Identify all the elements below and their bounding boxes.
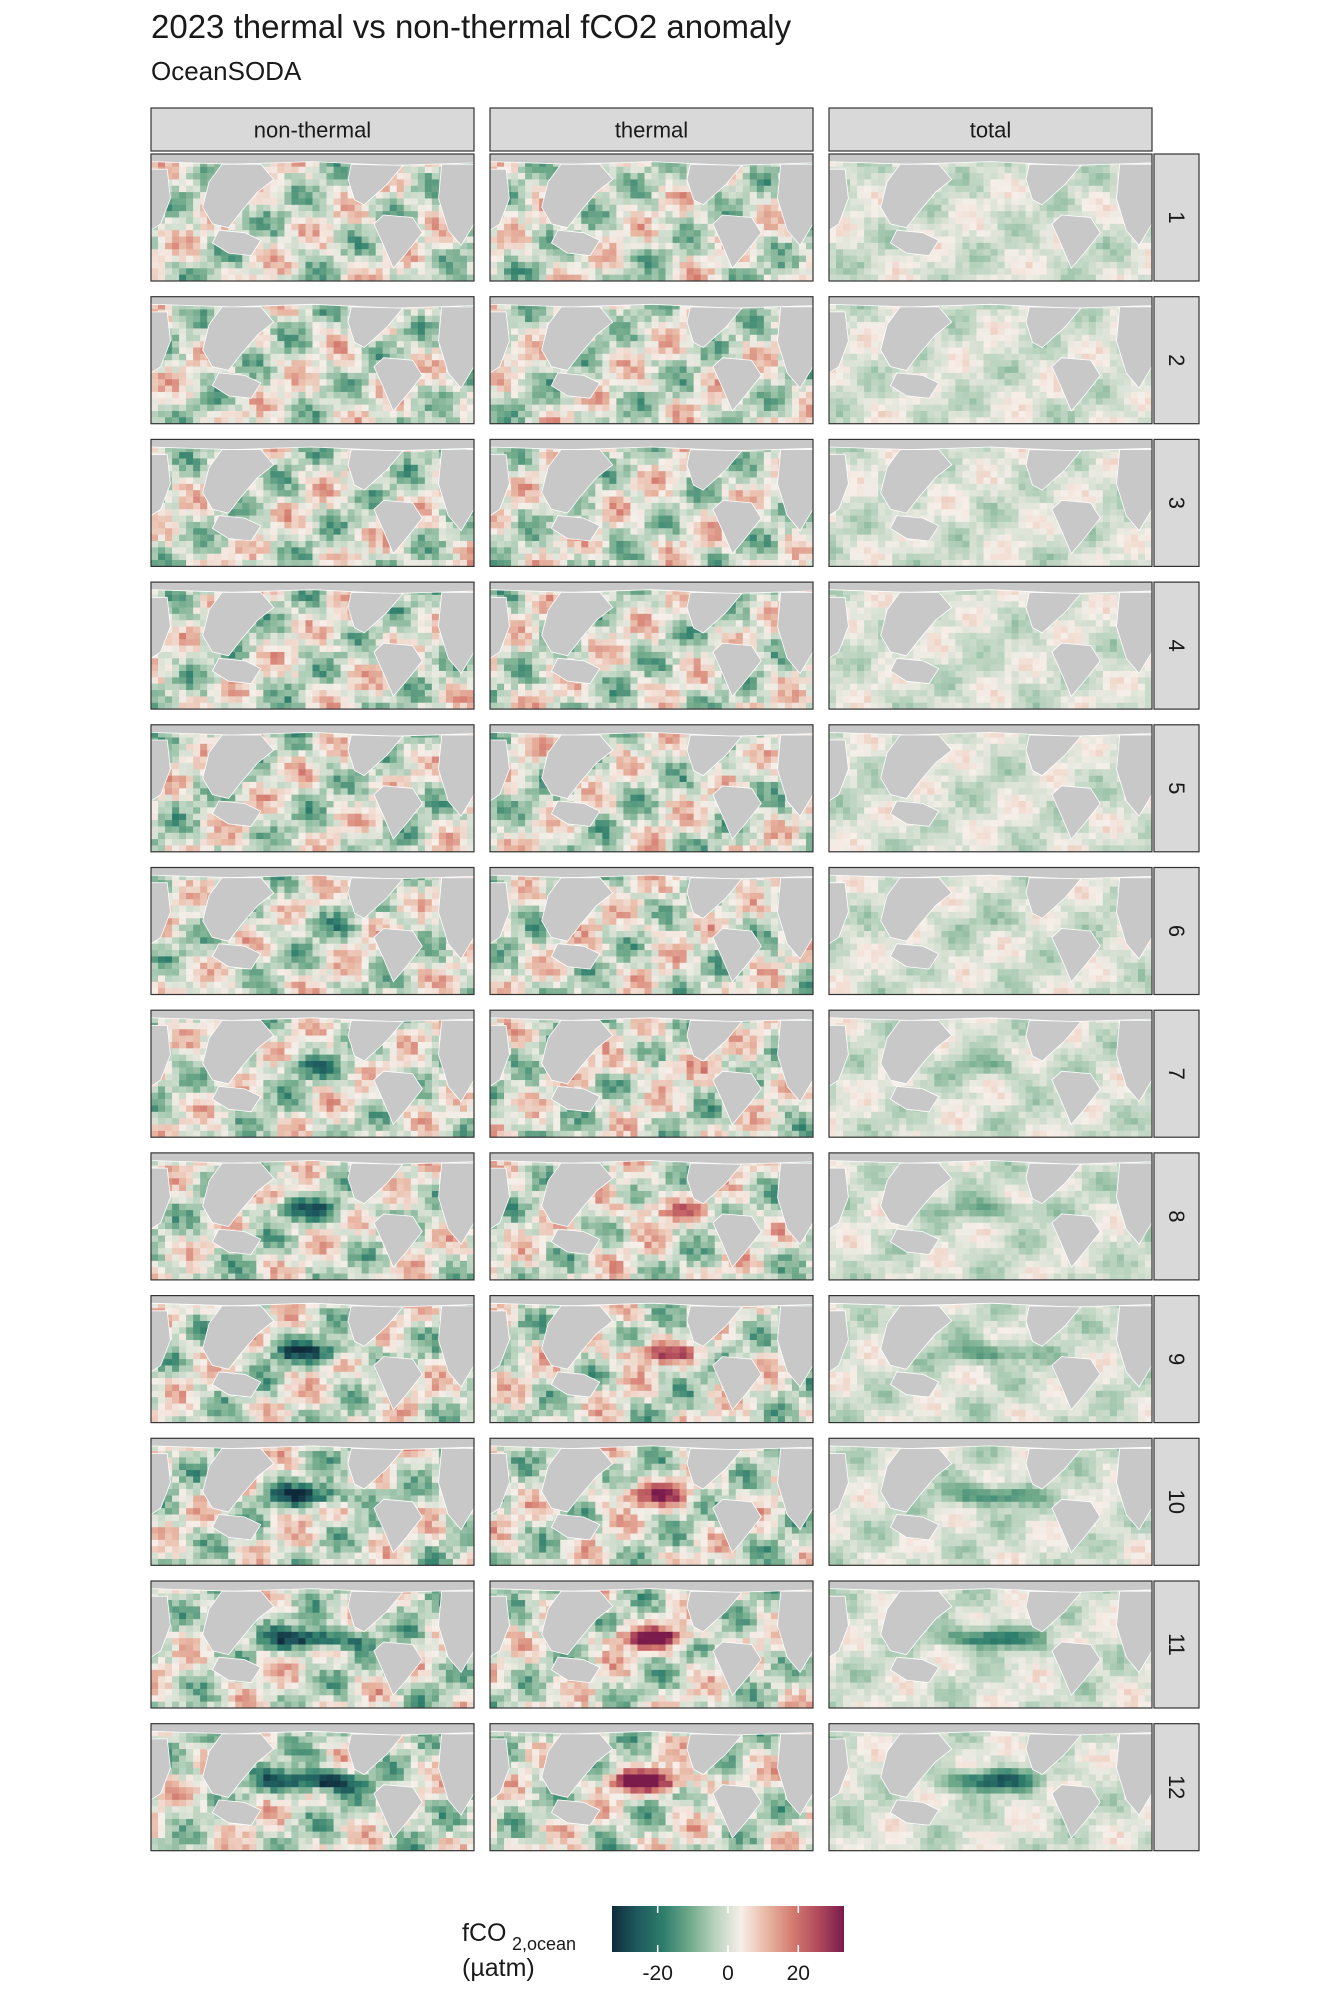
map-panel-total-month-9 — [829, 1296, 1152, 1423]
colorbar-tick-label: 0 — [722, 1962, 734, 1985]
map-panel-thermal-month-1 — [490, 154, 813, 281]
map-panel-non-thermal-month-9 — [151, 1296, 474, 1423]
map-panel-non-thermal-month-12 — [151, 1724, 474, 1851]
colorbar-tick-label: 20 — [787, 1962, 810, 1985]
map-panel-total-month-5 — [829, 725, 1152, 852]
map-panel-thermal-month-3 — [490, 439, 813, 566]
map-panel-non-thermal-month-11 — [151, 1581, 474, 1708]
colorbar-legend: fCO 2,ocean (µatm) -20 0 20 — [462, 1906, 844, 1985]
map-panel-thermal-month-12 — [490, 1724, 813, 1851]
map-panel-non-thermal-month-6 — [151, 868, 474, 995]
map-panel-non-thermal-month-10 — [151, 1438, 474, 1565]
map-panel-non-thermal-month-1 — [151, 154, 474, 281]
row-strip-label: 1 — [1164, 211, 1189, 223]
row-strip-label: 12 — [1164, 1775, 1189, 1799]
row-strip-label: 7 — [1164, 1068, 1189, 1080]
row-strip-label: 3 — [1164, 497, 1189, 509]
map-panel-non-thermal-month-3 — [151, 439, 474, 566]
map-panel-non-thermal-month-4 — [151, 582, 474, 709]
map-panel-thermal-month-9 — [490, 1296, 813, 1423]
colorbar-title-unit: (µatm) — [462, 1954, 535, 1982]
map-panel-total-month-4 — [829, 582, 1152, 709]
row-strip-label: 5 — [1164, 782, 1189, 794]
map-panel-total-month-6 — [829, 868, 1152, 995]
column-strips: non-thermal thermal total — [151, 108, 1152, 151]
map-panel-thermal-month-8 — [490, 1153, 813, 1280]
map-panel-total-month-1 — [829, 154, 1152, 281]
map-panel-total-month-2 — [829, 297, 1152, 424]
row-strip-label: 4 — [1164, 639, 1189, 651]
colorbar-title-main: fCO — [462, 1919, 506, 1947]
map-panel-total-month-3 — [829, 439, 1152, 566]
row-strip-label: 8 — [1164, 1210, 1189, 1222]
map-panel-thermal-month-6 — [490, 868, 813, 995]
colorbar-title-subscript: 2,ocean — [512, 1934, 576, 1954]
map-panel-thermal-month-5 — [490, 725, 813, 852]
map-panel-total-month-7 — [829, 1010, 1152, 1137]
map-panel-thermal-month-4 — [490, 582, 813, 709]
row-strip-label: 11 — [1164, 1633, 1189, 1656]
map-panel-non-thermal-month-5 — [151, 725, 474, 852]
row-strip-label: 10 — [1164, 1490, 1189, 1514]
map-panel-total-month-8 — [829, 1153, 1152, 1280]
map-panel-thermal-month-7 — [490, 1010, 813, 1137]
map-panel-non-thermal-month-7 — [151, 1010, 474, 1137]
map-panel-thermal-month-11 — [490, 1581, 813, 1708]
map-panel-thermal-month-10 — [490, 1438, 813, 1565]
row-strip-label: 9 — [1164, 1353, 1189, 1365]
map-panel-total-month-11 — [829, 1581, 1152, 1708]
facet-strip-label: thermal — [615, 118, 688, 143]
map-panel-non-thermal-month-8 — [151, 1153, 474, 1280]
row-strip-label: 2 — [1164, 354, 1189, 366]
map-panel-thermal-month-2 — [490, 297, 813, 424]
facet-strip-label: non-thermal — [254, 118, 371, 143]
row-strip-label: 6 — [1164, 925, 1189, 937]
map-panels — [151, 154, 1152, 1851]
map-panel-total-month-12 — [829, 1724, 1152, 1851]
colorbar-tick-label: -20 — [643, 1962, 673, 1985]
facet-strip-label: total — [970, 118, 1012, 143]
map-panel-non-thermal-month-2 — [151, 297, 474, 424]
map-panel-total-month-10 — [829, 1438, 1152, 1565]
